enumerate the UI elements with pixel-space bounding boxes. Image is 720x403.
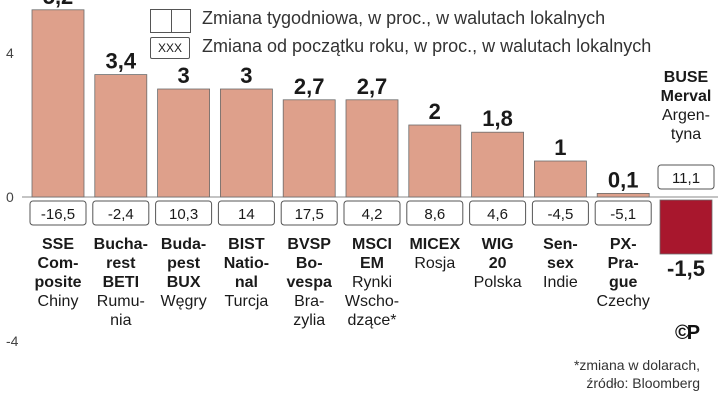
ytd-value-label: 8,6 — [424, 206, 445, 223]
country-label: Indie — [543, 274, 578, 291]
index-name-label: SSE — [42, 236, 74, 253]
index-name-label: Bucha- — [94, 236, 148, 253]
index-name-label: BVSP — [287, 236, 331, 253]
bar-value-label: 5,2 — [43, 0, 74, 9]
bar-value-label: 0,1 — [608, 167, 639, 192]
bar — [345, 99, 399, 198]
legend-weekly-label: Zmiana tygodniowa, w proc., w walutach l… — [202, 8, 606, 28]
footnote-source: źródło: Bloomberg — [586, 375, 700, 391]
index-name-label: Sen- — [543, 236, 578, 253]
country-label: Czechy — [597, 293, 650, 310]
ytd-value-label: -16,5 — [41, 206, 75, 223]
country-label: Wscho- — [345, 293, 399, 310]
index-name-label: WIG — [482, 236, 514, 253]
index-name-label: Bo- — [296, 255, 323, 272]
index-name-label: Com- — [38, 255, 79, 272]
bar — [219, 88, 273, 198]
bar-value-label: 2,7 — [294, 74, 325, 99]
ytd-value-label: 14 — [238, 206, 255, 223]
index-name-label: BETI — [103, 274, 139, 291]
bar — [282, 99, 336, 198]
bar — [31, 9, 85, 198]
index-name-label: Pra- — [608, 255, 639, 272]
index-name-label: BUX — [167, 274, 201, 291]
ytd-box — [29, 200, 87, 226]
country-label: Rumu- — [97, 293, 145, 310]
legend-swatch-negative — [170, 9, 191, 33]
country-label: Rynki — [352, 274, 392, 291]
ytd-box — [280, 200, 338, 226]
bar-value-label: 2,7 — [357, 74, 388, 99]
ytd-box — [155, 200, 213, 226]
index-name-label: vespa — [287, 274, 332, 291]
ytd-value-label: -5,1 — [610, 206, 636, 223]
bar — [408, 124, 462, 198]
ytd-value-label: -4,5 — [547, 206, 573, 223]
ytd-box — [531, 200, 589, 226]
bar-value-label: 2 — [429, 99, 441, 124]
bar — [471, 131, 525, 198]
index-name-label: sex — [547, 255, 574, 272]
country-label: Bra- — [294, 293, 324, 310]
index-name-label: gue — [609, 274, 638, 291]
country-label: Argen- — [662, 107, 710, 124]
pap-logo: ©P — [675, 322, 700, 344]
y-tick-label: 4 — [6, 45, 14, 61]
ytd-box — [657, 164, 715, 190]
bar — [596, 192, 650, 198]
bar-value-label: 3 — [177, 63, 189, 88]
ytd-value-label: -2,4 — [108, 206, 134, 223]
country-label: Węgry — [160, 293, 206, 310]
ytd-box — [406, 200, 464, 226]
ytd-value-label: 10,3 — [169, 206, 198, 223]
country-label: Turcja — [224, 293, 268, 310]
index-name-label: MICEX — [409, 236, 460, 253]
index-name-label: 20 — [489, 255, 507, 272]
bar-value-label: 1 — [554, 135, 566, 160]
index-name-label: BUSE — [664, 69, 709, 86]
bar — [659, 199, 713, 255]
ytd-value-label: 4,2 — [362, 206, 383, 223]
y-tick-label: -4 — [6, 333, 19, 349]
index-name-label: Merval — [661, 88, 712, 105]
index-name-label: EM — [360, 255, 384, 272]
legend-ytd-label: Zmiana od początku roku, w proc., w walu… — [202, 36, 652, 56]
index-name-label: PX- — [610, 236, 637, 253]
country-label: dzące* — [348, 312, 397, 329]
bar-value-label: 3 — [240, 63, 252, 88]
ytd-box — [92, 200, 150, 226]
y-tick-label: 0 — [6, 189, 14, 205]
bar-value-label: 3,4 — [106, 49, 137, 74]
index-name-label: BIST — [228, 236, 265, 253]
ytd-box — [343, 200, 401, 226]
index-name-label: rest — [106, 255, 136, 272]
ytd-value-label: 11,1 — [672, 170, 700, 187]
ytd-value-label: 4,6 — [487, 206, 508, 223]
country-label: tyna — [671, 126, 701, 143]
bar — [94, 74, 148, 198]
ytd-box — [594, 200, 652, 226]
index-name-label: Buda- — [161, 236, 206, 253]
bar — [157, 88, 211, 198]
bar-value-label: -1,5 — [667, 256, 705, 281]
legend-swatch-ytd: XXX — [150, 37, 190, 59]
ytd-value-label: 17,5 — [295, 206, 324, 223]
bar — [534, 160, 587, 198]
index-name-label: MSCI — [352, 236, 392, 253]
index-name-label: Natio- — [224, 255, 269, 272]
country-label: zylia — [293, 312, 325, 329]
bar-value-label: 1,8 — [482, 106, 513, 131]
country-label: Chiny — [38, 293, 79, 310]
legend-swatch-positive — [150, 9, 172, 33]
ytd-box — [469, 200, 527, 226]
ytd-box — [217, 200, 275, 226]
country-label: Polska — [474, 274, 522, 291]
index-name-label: pest — [167, 255, 201, 272]
footnote-dollars: *zmiana w dolarach, — [573, 357, 700, 373]
index-name-label: nal — [235, 274, 258, 291]
country-label: nia — [110, 312, 131, 329]
country-label: Rosja — [414, 255, 455, 272]
index-name-label: posite — [34, 274, 81, 291]
